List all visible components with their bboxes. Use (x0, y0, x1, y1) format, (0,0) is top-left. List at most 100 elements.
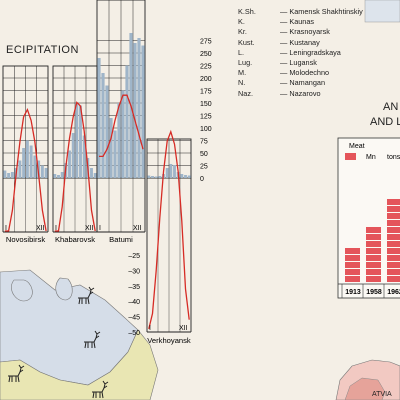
precip-tick: 25 (200, 164, 208, 171)
precip-tick: 200 (200, 76, 212, 83)
precip-tick: 175 (200, 89, 212, 96)
precip-bar (93, 173, 97, 178)
abbreviation-code: L. (238, 47, 245, 57)
precip-bar (53, 174, 57, 178)
abbreviation-row: M. — Molodechno (238, 68, 329, 77)
precip-bar (109, 118, 113, 178)
meat-year: 1958 (366, 289, 382, 296)
reindeer-icon (8, 364, 25, 383)
abbreviation-code: Lug. (238, 58, 253, 67)
reindeer-icon (84, 330, 101, 349)
month-end-label: XII (85, 225, 94, 232)
temp-tick: –40 (128, 299, 140, 306)
station-name: Novosibirsk (6, 235, 45, 244)
precip-bar (165, 168, 169, 178)
precip-bar (105, 85, 109, 178)
temp-tick: –35 (128, 284, 140, 291)
abbreviation-row: K. — Kaunas (238, 17, 314, 26)
precip-bar (25, 140, 29, 178)
meat-block (366, 262, 381, 268)
section2-title-line1: AN (383, 101, 399, 113)
map-top-right-patch (364, 0, 400, 23)
abbreviation-name: — Lugansk (280, 58, 317, 67)
station-chart-4: I XII Verkhoyansk (146, 129, 192, 345)
meat-block (366, 255, 381, 261)
reindeer-icon (78, 286, 95, 305)
abbreviation-code: K.Sh. (238, 7, 256, 16)
precipitation-title: ECIPITATION (6, 44, 79, 56)
meat-block (366, 234, 381, 240)
precip-bar (158, 176, 162, 178)
meat-block (387, 262, 400, 268)
precip-bar (75, 103, 79, 178)
precip-bar (10, 172, 14, 178)
abbreviation-code: M. (238, 68, 247, 78)
precip-bar (184, 175, 187, 178)
abbreviation-name: — Kaunas (280, 17, 315, 27)
month-start-label: I (99, 225, 101, 232)
meat-block (387, 206, 400, 212)
meat-block (366, 248, 381, 254)
latvia-label: ATVIA (372, 391, 392, 398)
reindeer-shape (8, 364, 25, 383)
precip-bar (154, 176, 158, 178)
meat-block (345, 248, 360, 254)
meat-block (387, 276, 400, 282)
precip-bar (68, 150, 71, 178)
reindeer-shape (84, 330, 101, 349)
station-chart-1: I XII Novosibirsk (2, 65, 49, 244)
temp-tick: –45 (128, 315, 140, 322)
precip-bar (97, 58, 101, 178)
meat-block (387, 241, 400, 247)
abbreviation-row: Naz. — Nazarovo (238, 89, 321, 98)
precip-tick: 75 (200, 139, 208, 146)
precip-bar (33, 155, 37, 178)
precip-bar (151, 176, 154, 178)
temperature-curve (99, 94, 144, 158)
abbreviation-name: — Kamensk Shakhtinskiy (280, 7, 363, 16)
abbreviation-code: Kr. (238, 27, 247, 37)
meat-block (345, 262, 360, 268)
abbreviation-row: N. — Namangan (238, 78, 325, 87)
precip-bar (57, 175, 60, 178)
meat-block (366, 227, 381, 233)
precip-bar (113, 130, 117, 178)
precip-bar (147, 175, 151, 178)
meat-block (387, 248, 400, 254)
abbreviation-name: — Leningradskaya (280, 47, 341, 57)
precip-bar (60, 172, 64, 178)
meat-year: 1962 (387, 289, 400, 296)
precip-bar (141, 45, 145, 178)
station-name: Khabarovsk (55, 235, 95, 244)
land-pink-inner (344, 377, 386, 400)
temperature-curve (148, 129, 190, 330)
section2-title-line2: AND L (370, 116, 400, 128)
meat-block (366, 241, 381, 247)
abbreviation-name: — Kustanay (280, 37, 320, 47)
station-name: Verkhoyansk (147, 336, 191, 345)
precip-bar (133, 43, 137, 178)
meat-block (387, 199, 400, 205)
meat-unit2: tons (387, 154, 400, 161)
abbreviation-name: — Krasnoyarsk (280, 27, 330, 37)
precip-bar (173, 165, 176, 178)
precip-bar (7, 173, 11, 178)
precip-bar (169, 164, 173, 178)
precip-bar (22, 148, 26, 178)
abbreviation-code: K. (238, 17, 245, 27)
temperature-curve (54, 101, 96, 232)
abbreviation-row: L. — Leningradskaya (238, 48, 341, 57)
meat-block (345, 255, 360, 261)
abbreviation-name: — Nazarovo (280, 88, 321, 98)
precip-tick: 50 (200, 151, 208, 158)
land-green-region (0, 329, 159, 400)
temp-tick: –25 (128, 253, 140, 260)
precip-bar (71, 133, 75, 178)
month-start-label: I (55, 225, 57, 232)
precip-bar (101, 73, 105, 178)
precip-bar (3, 170, 7, 178)
temp-tick: –50 (128, 330, 140, 337)
precip-bar (82, 135, 86, 178)
abbreviation-row: Kust. — Kustanay (238, 38, 320, 47)
